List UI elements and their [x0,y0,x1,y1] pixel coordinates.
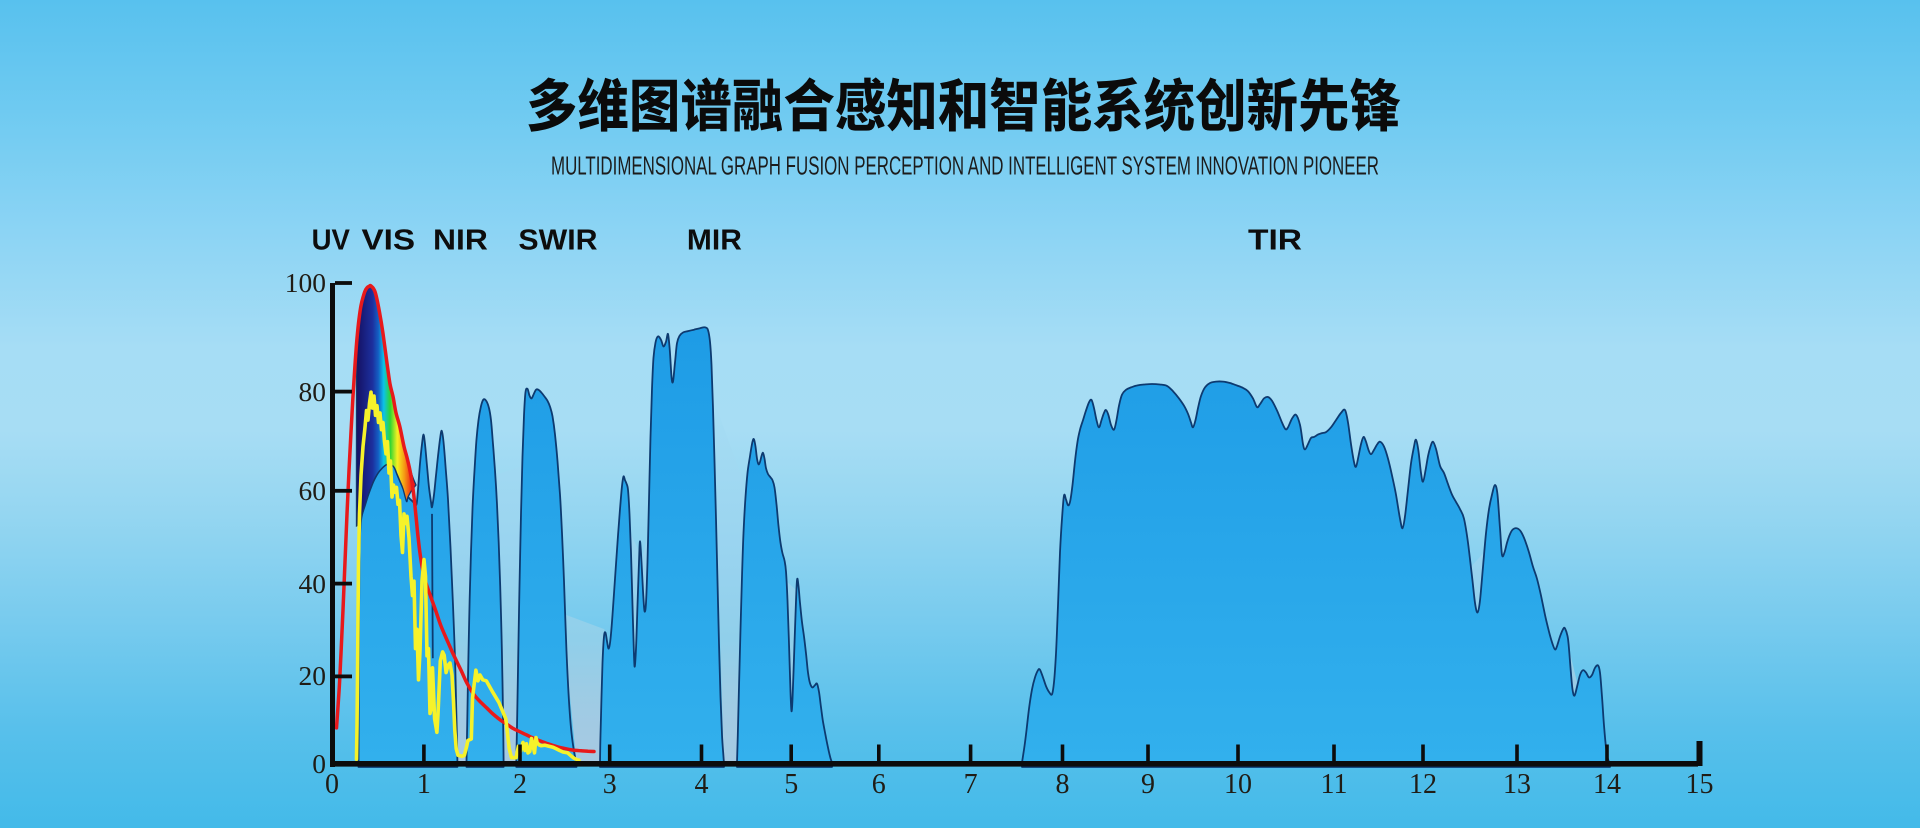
svg-text:SWIR: SWIR [518,225,597,257]
svg-text:3: 3 [603,769,617,800]
svg-text:VIS: VIS [362,225,416,257]
svg-text:0: 0 [312,748,326,779]
svg-text:5: 5 [784,769,798,800]
svg-text:MULTIDIMENSIONAL GRAPH FUSION: MULTIDIMENSIONAL GRAPH FUSION PERCEPTION… [551,151,1379,181]
svg-text:MIR: MIR [687,225,742,257]
svg-text:15: 15 [1686,769,1714,800]
svg-text:6: 6 [872,769,886,800]
svg-text:12: 12 [1409,769,1437,800]
svg-text:14: 14 [1593,769,1621,800]
svg-text:4: 4 [695,769,709,800]
svg-text:1: 1 [417,769,431,800]
svg-text:40: 40 [299,568,327,599]
svg-text:7: 7 [964,769,978,800]
svg-text:20: 20 [299,660,327,691]
svg-text:9: 9 [1141,769,1155,800]
svg-text:60: 60 [299,475,327,506]
svg-text:0: 0 [325,769,339,800]
svg-text:80: 80 [299,376,327,407]
svg-text:2: 2 [513,769,527,800]
svg-text:NIR: NIR [433,225,488,257]
svg-text:100: 100 [285,267,326,298]
svg-text:8: 8 [1056,769,1070,800]
svg-text:10: 10 [1224,769,1252,800]
svg-text:TIR: TIR [1248,225,1302,257]
svg-text:11: 11 [1321,769,1348,800]
svg-text:13: 13 [1503,769,1531,800]
svg-text:UV: UV [312,225,350,257]
